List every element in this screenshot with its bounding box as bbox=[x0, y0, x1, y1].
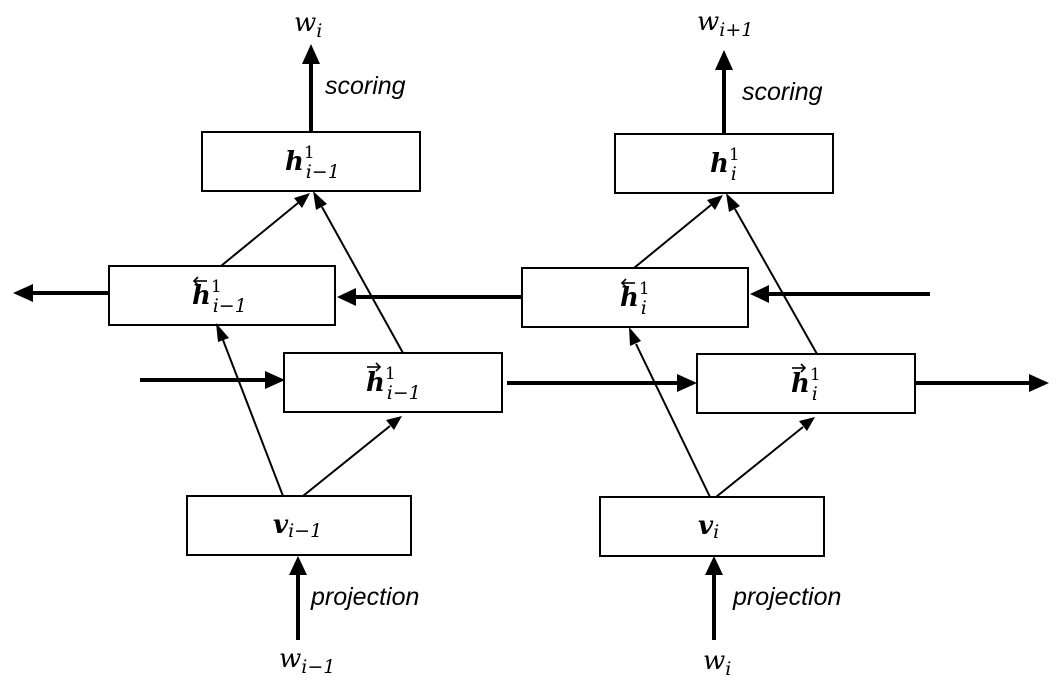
left-hidden-forward-box bbox=[283, 352, 503, 413]
left-embedding-to-forward-arrow bbox=[302, 425, 391, 497]
right-embedding-box bbox=[599, 496, 825, 557]
right-output-word: wi+1 bbox=[697, 7, 753, 41]
right-hidden-backward-label: h1 i bbox=[620, 279, 650, 319]
right-thin-arrows bbox=[629, 193, 818, 498]
right-embedding-to-forward-arrow bbox=[715, 426, 804, 498]
left-input-word: wi−1 bbox=[279, 644, 335, 678]
right-hidden-forward-label: h1 i bbox=[791, 365, 821, 405]
left-hidden-backward-label: h1 i−1 bbox=[192, 277, 247, 317]
left-hidden-forward-label: h1 i−1 bbox=[366, 364, 421, 404]
right-projection-label: projection bbox=[732, 583, 841, 611]
left-projection-label: projection bbox=[310, 583, 419, 611]
right-hidden-top-label: h1 i bbox=[710, 145, 740, 185]
right-scoring-label: scoring bbox=[742, 78, 823, 106]
right-hidden-top-box bbox=[614, 133, 834, 194]
right-input-word: wi bbox=[703, 646, 731, 680]
left-embedding-to-backward-arrow bbox=[222, 339, 284, 497]
left-backward-to-top-arrow bbox=[220, 202, 299, 267]
thick-arrows bbox=[13, 44, 1049, 640]
left-thin-arrows bbox=[216, 191, 404, 497]
left-embedding-box bbox=[186, 495, 412, 556]
right-embedding-label: vi bbox=[698, 511, 719, 543]
left-embedding-label: vi−1 bbox=[273, 510, 322, 542]
right-backward-to-top-arrow bbox=[633, 204, 712, 269]
right-forward-to-top-arrow bbox=[734, 208, 818, 355]
left-hidden-top-box bbox=[201, 131, 421, 192]
left-hidden-top-label: h1 i−1 bbox=[285, 143, 340, 183]
left-output-word: wi bbox=[294, 8, 322, 42]
left-forward-to-top-arrow bbox=[321, 206, 404, 354]
left-scoring-label: scoring bbox=[325, 72, 406, 100]
right-hidden-forward-box bbox=[696, 353, 916, 414]
right-embedding-to-backward-arrow bbox=[635, 343, 711, 498]
left-hidden-backward-box bbox=[108, 265, 336, 326]
